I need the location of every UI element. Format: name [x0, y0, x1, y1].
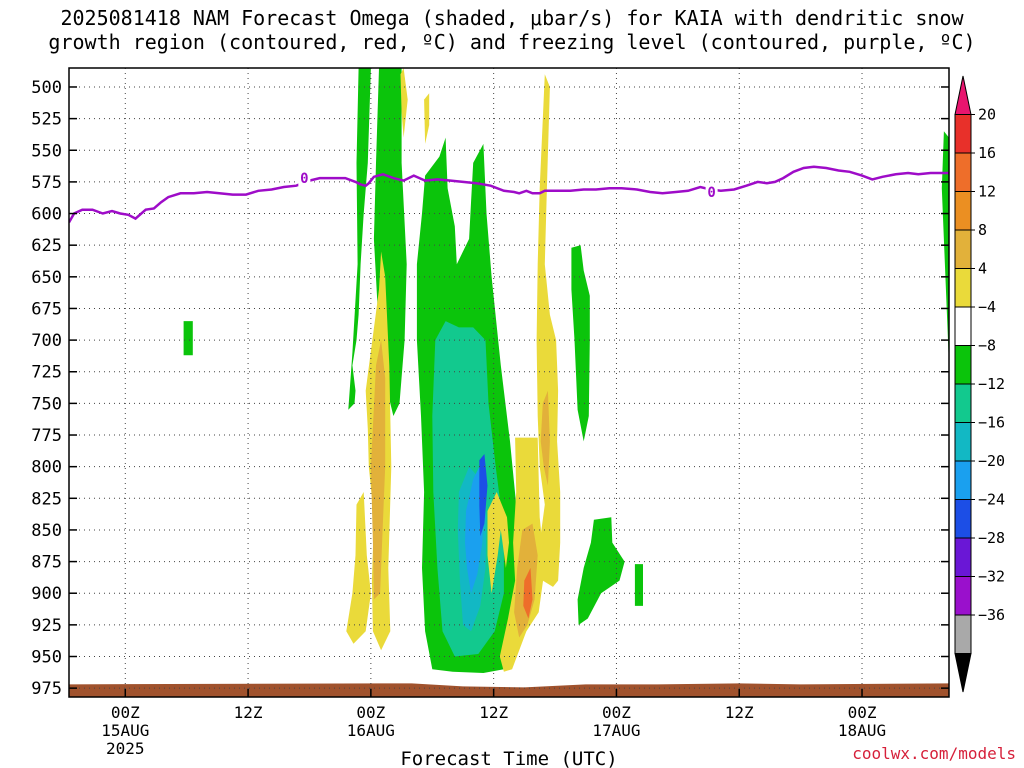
colorbar-swatch [954, 537, 972, 577]
x-tick-year: 2025 [106, 739, 145, 758]
y-axis: 500 525 550 575 600 625 650 675 700 725 750 775 800 8… [31, 78, 949, 699]
y-tick-label: 950 [31, 648, 62, 668]
colorbar-bottom-arrow [954, 653, 972, 693]
colorbar-swatch [954, 422, 972, 462]
y-tick-label: 750 [31, 394, 62, 414]
colorbar-label: −12 [978, 375, 1005, 393]
colorbar-label: 16 [978, 144, 996, 162]
colorbar: 20 16 12 8 4 −4 −8 −12 −16 −20 −24 −28 −32 −36 [954, 75, 1005, 693]
omega-region-0 [348, 68, 371, 410]
x-tick-label: 12Z [479, 703, 508, 722]
omega-region-18 [536, 74, 561, 587]
colorbar-label: −32 [978, 568, 1005, 586]
y-tick-label: 800 [31, 458, 62, 478]
y-tick-label: 875 [31, 553, 62, 573]
colorbar-label: 12 [978, 183, 996, 201]
colorbar-swatch [954, 268, 972, 308]
freezing-level-label: 0 [707, 185, 715, 201]
colorbar-label: −8 [978, 337, 996, 355]
omega-region-21 [540, 390, 550, 486]
grid-layer [69, 68, 949, 697]
colorbar-swatch [954, 460, 972, 500]
omega-region-10 [183, 321, 193, 356]
freezing-level-layer: 00 [69, 165, 949, 224]
chart-title: 2025081418 NAM Forecast Omega (shaded, μ… [0, 6, 1024, 54]
colorbar-top-arrow [954, 75, 972, 115]
y-tick-label: 700 [31, 331, 62, 351]
colorbar-swatch [954, 306, 972, 346]
colorbar-swatch [954, 152, 972, 192]
colorbar-swatch [954, 114, 972, 154]
y-tick-label: 600 [31, 205, 62, 225]
omega-region-6 [479, 454, 488, 537]
y-tick-label: 575 [31, 173, 62, 193]
colorbar-label: −4 [978, 298, 996, 316]
y-tick-label: 850 [31, 521, 62, 541]
y-tick-label: 825 [31, 489, 62, 509]
omega-region-9 [634, 564, 643, 606]
colorbar-swatch [954, 614, 972, 654]
y-tick-label: 525 [31, 110, 62, 130]
y-tick-label: 650 [31, 268, 62, 288]
y-tick-label: 550 [31, 141, 62, 161]
chart-title-line-2: growth region (contoured, red, ºC) and f… [48, 30, 976, 54]
x-tick-date: 15AUG [101, 721, 149, 740]
y-tick-label: 900 [31, 584, 62, 604]
x-tick-label: 00Z [848, 703, 877, 722]
colorbar-label: −20 [978, 452, 1005, 470]
omega-region-8 [577, 517, 625, 625]
x-axis-title: Forecast Time (UTC) [400, 748, 617, 768]
y-tick-label: 625 [31, 236, 62, 256]
freezing-level-label: 0 [300, 171, 308, 187]
omega-region-19 [370, 340, 386, 600]
colorbar-label: −36 [978, 606, 1005, 624]
colorbar-swatch [954, 499, 972, 539]
x-tick-date: 17AUG [592, 721, 640, 740]
chart-title-line-1: 2025081418 NAM Forecast Omega (shaded, μ… [60, 6, 964, 30]
ground-terrain [69, 683, 949, 697]
omega-region-22 [523, 567, 533, 619]
x-tick-date: 18AUG [838, 721, 886, 740]
freezing-level-label-bg [705, 184, 718, 201]
x-tick-label: 00Z [356, 703, 385, 722]
y-tick-label: 775 [31, 426, 62, 446]
x-tick-label: 12Z [234, 703, 263, 722]
omega-region-16 [487, 492, 509, 594]
colorbar-swatch [954, 345, 972, 385]
colorbar-label: −24 [978, 491, 1005, 509]
colorbar-label: −16 [978, 414, 1005, 432]
freezing-level-line [69, 165, 949, 224]
omega-region-15 [424, 93, 430, 144]
x-tick-label: 00Z [111, 703, 140, 722]
omega-region-11 [941, 131, 949, 366]
omega-region-7 [571, 245, 590, 442]
y-tick-label: 975 [31, 679, 62, 699]
colorbar-swatch [954, 229, 972, 269]
colorbar-label: 4 [978, 260, 987, 278]
colorbar-label: 20 [978, 106, 996, 124]
colorbar-swatch [954, 191, 972, 231]
y-tick-label: 500 [31, 78, 62, 98]
y-tick-label: 675 [31, 299, 62, 319]
colorbar-label: −28 [978, 529, 1005, 547]
site-credit: coolwx.com/models [852, 744, 1016, 763]
y-tick-label: 925 [31, 616, 62, 636]
freezing-level-label-bg [298, 170, 311, 187]
colorbar-swatch [954, 576, 972, 616]
x-tick-date: 16AUG [347, 721, 395, 740]
omega-shading-layer [183, 68, 949, 674]
y-tick-label: 725 [31, 363, 62, 383]
ground-layer [69, 683, 949, 697]
colorbar-swatch [954, 383, 972, 423]
plot-frame [68, 67, 950, 698]
x-tick-label: 00Z [602, 703, 631, 722]
x-tick-label: 12Z [725, 703, 754, 722]
omega-region-14 [400, 68, 408, 138]
colorbar-label: 8 [978, 221, 987, 239]
